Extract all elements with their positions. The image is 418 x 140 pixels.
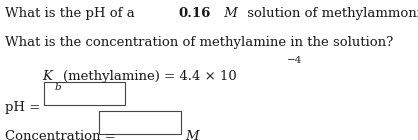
Text: −4: −4 [287,56,303,65]
FancyBboxPatch shape [99,111,181,134]
Text: M: M [220,7,237,20]
Text: What is the pH of a: What is the pH of a [5,7,139,20]
Text: K: K [42,70,52,83]
Text: 0.16: 0.16 [178,7,210,20]
Text: What is the concentration of methylamine in the solution?: What is the concentration of methylamine… [5,36,393,49]
Text: solution of methylammonium chloride, CH: solution of methylammonium chloride, CH [243,7,418,20]
Text: Concentration =: Concentration = [5,130,116,140]
Text: b: b [54,83,61,92]
Text: (methylamine) = 4.4 × 10: (methylamine) = 4.4 × 10 [63,70,237,83]
Text: M: M [186,130,199,140]
FancyBboxPatch shape [44,82,125,105]
Text: pH =: pH = [5,101,40,114]
